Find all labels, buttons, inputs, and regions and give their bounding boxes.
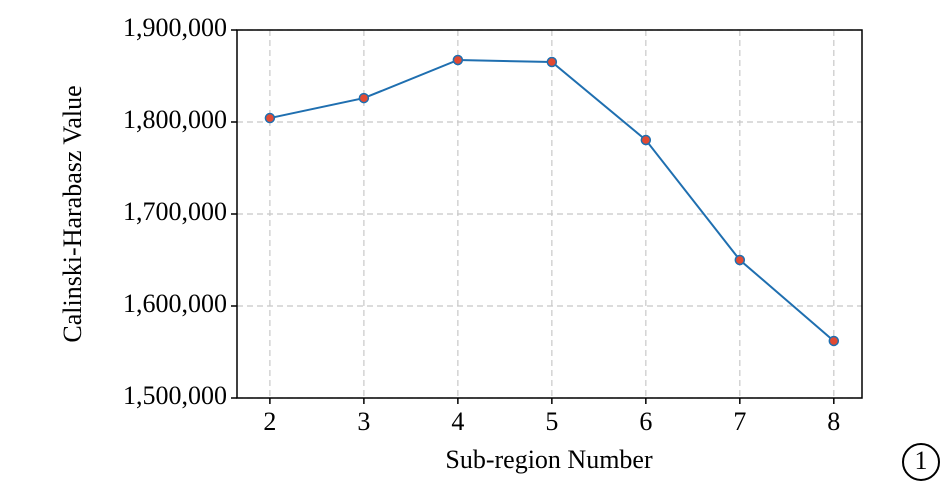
y-tick-label: 1,500,000	[123, 381, 227, 410]
x-tick-label: 2	[263, 407, 276, 436]
y-tick-label: 1,900,000	[123, 13, 227, 42]
x-tick-label: 5	[545, 407, 558, 436]
x-tick-label: 8	[827, 407, 840, 436]
plot-frame	[236, 29, 863, 399]
x-tick-label: 3	[357, 407, 370, 436]
y-axis-label: Calinski-Harabasz Value	[58, 85, 87, 342]
point	[546, 56, 558, 68]
annotation: 1	[915, 446, 928, 475]
x-tick-label: 6	[639, 407, 652, 436]
point	[358, 92, 370, 104]
point	[734, 254, 746, 266]
y-tick-label: 1,700,000	[123, 197, 227, 226]
x-axis-label: Sub-region Number	[445, 445, 653, 474]
point	[828, 335, 840, 347]
point	[264, 112, 276, 124]
x-tick-label: 4	[451, 407, 464, 436]
point	[640, 134, 652, 146]
annotation-circle	[902, 443, 940, 481]
y-tick-label: 1,600,000	[123, 289, 227, 318]
x-tick-label: 7	[733, 407, 746, 436]
point	[452, 54, 464, 66]
y-tick-label: 1,800,000	[123, 105, 227, 134]
